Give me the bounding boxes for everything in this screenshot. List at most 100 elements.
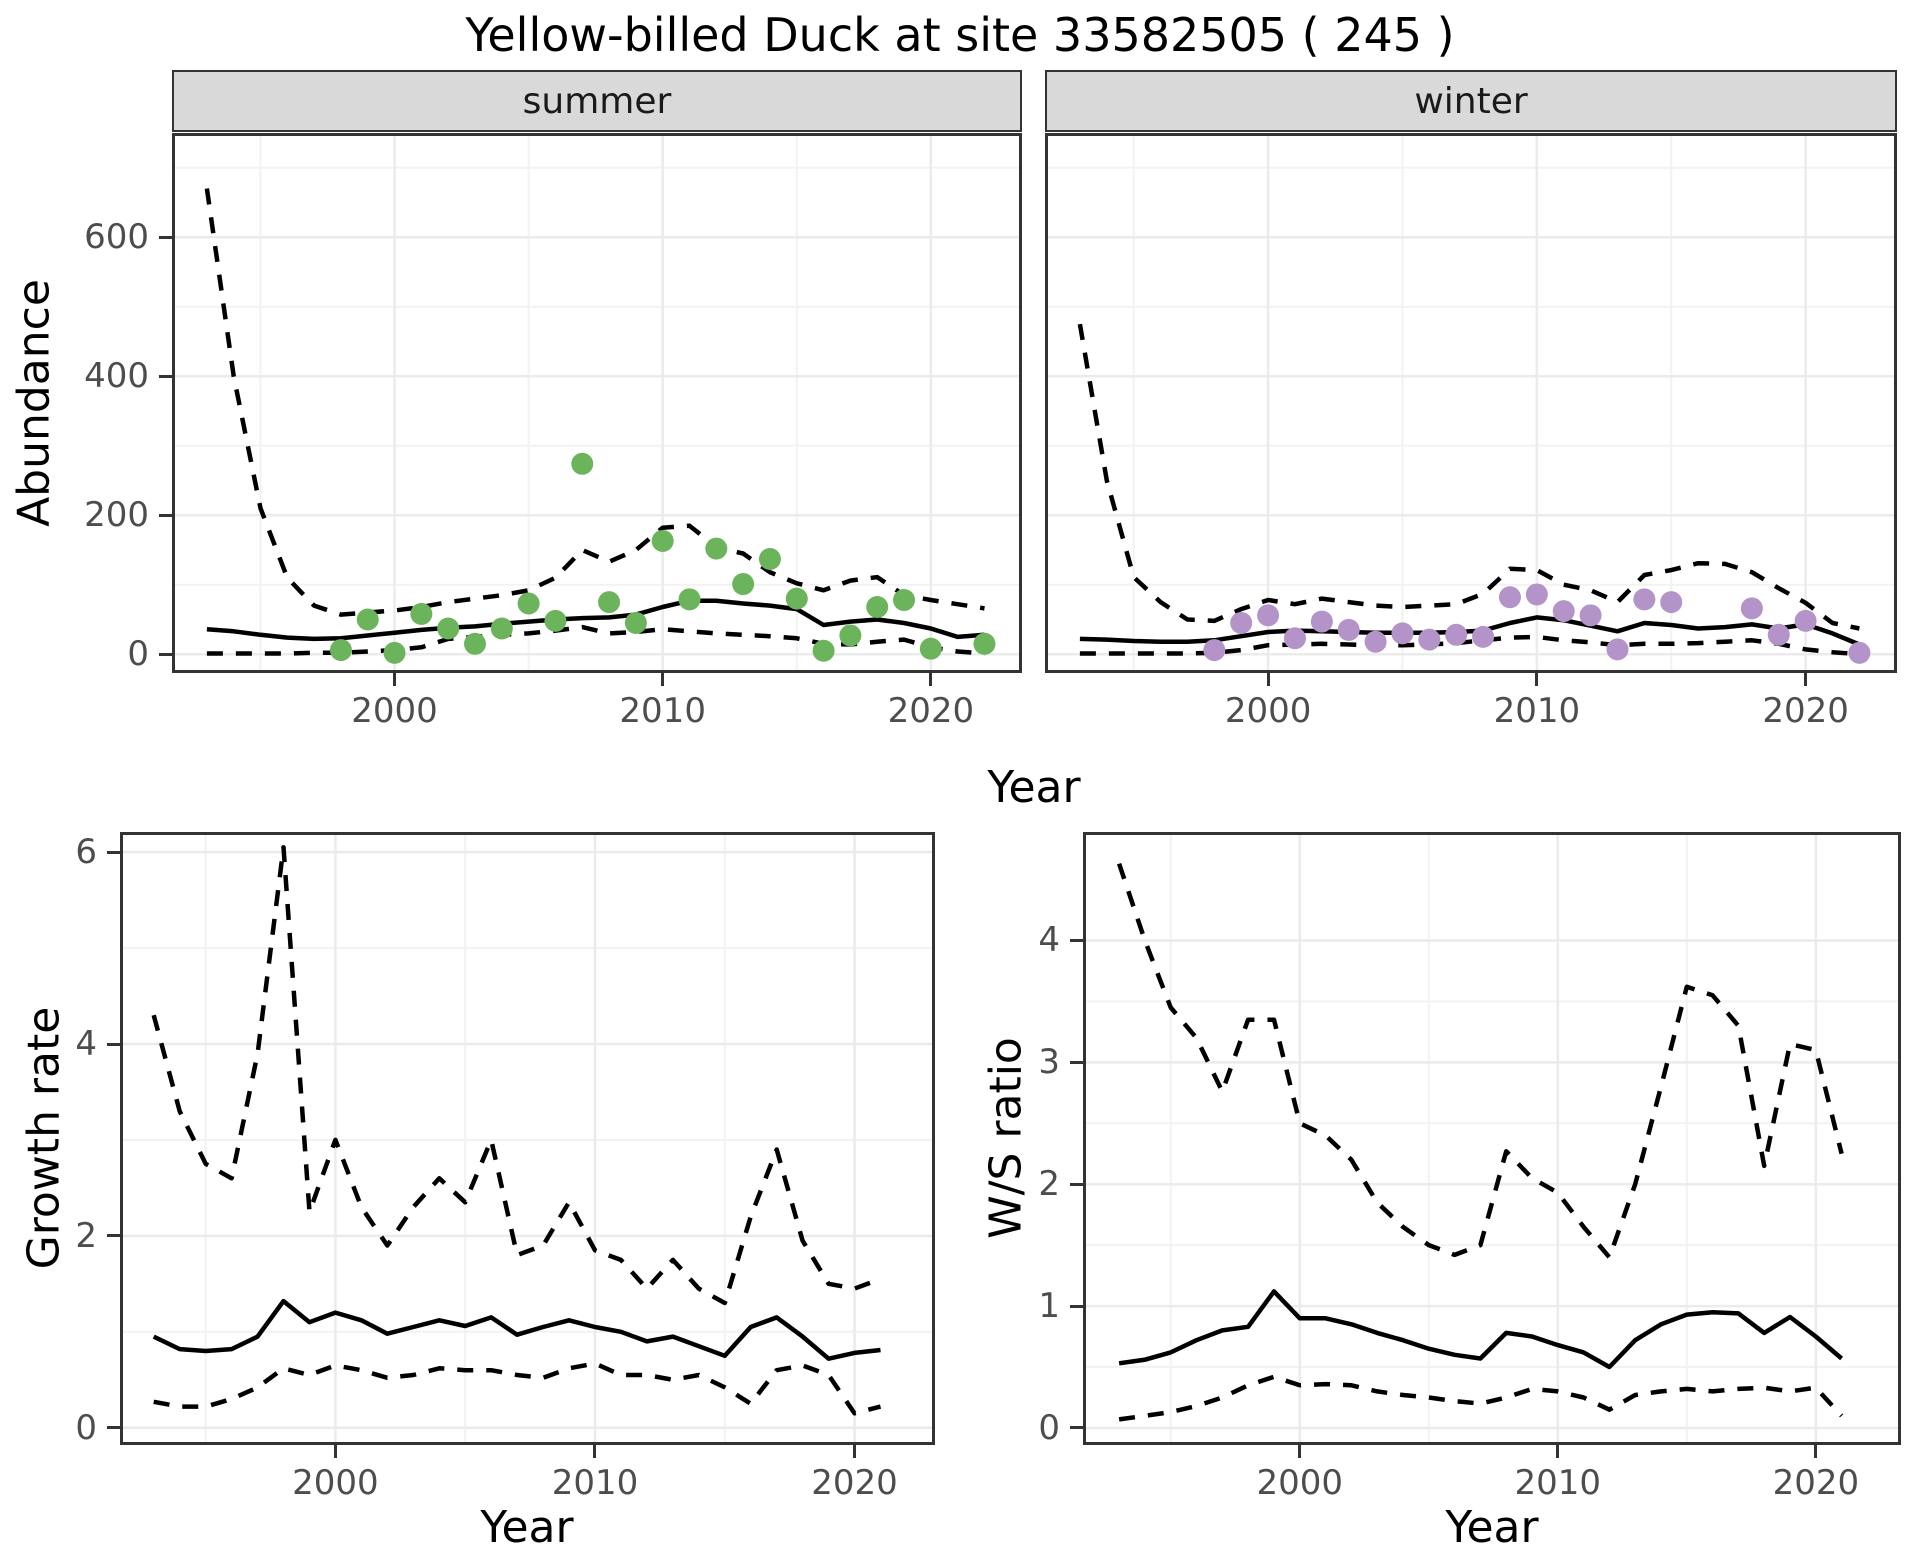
y-tick-mark <box>159 652 172 656</box>
observation-point <box>1579 604 1602 627</box>
observation-point <box>1767 623 1790 646</box>
x-tick-mark <box>1266 673 1270 686</box>
observation-point <box>1606 638 1629 661</box>
x-tick-mark <box>1556 1445 1560 1458</box>
observation-point <box>329 639 352 662</box>
observation-point <box>678 588 701 611</box>
x-tick-mark <box>853 1445 857 1458</box>
observation-point <box>463 632 486 655</box>
observation-point <box>1660 591 1683 614</box>
y-tick-mark <box>159 235 172 239</box>
y-tick-label: 6 <box>75 832 97 873</box>
observation-point <box>1552 600 1575 623</box>
y-tick-label: 0 <box>127 634 149 675</box>
facet-strip-winter: winter <box>1045 70 1897 132</box>
x-tick-mark <box>1535 673 1539 686</box>
x-tick-label: 2000 <box>351 691 438 731</box>
observation-point <box>1472 625 1495 648</box>
y-tick-mark <box>159 374 172 378</box>
observation-point <box>1418 628 1441 651</box>
fit-line <box>1118 1289 1844 1370</box>
observation-point <box>437 617 460 640</box>
y-tick-mark <box>1070 1060 1083 1064</box>
y-tick-mark <box>107 1426 120 1430</box>
observation-point <box>1230 611 1253 634</box>
observation-point <box>866 595 889 618</box>
facet-label-winter: winter <box>1414 80 1528 122</box>
observation-point <box>490 617 513 640</box>
x-tick-mark <box>1298 1445 1302 1458</box>
observation-point <box>1445 623 1468 646</box>
abundance-winter-panel <box>1045 133 1897 673</box>
y-tick-mark <box>107 1234 120 1238</box>
x-tick-mark <box>593 1445 597 1458</box>
observation-point <box>1364 630 1387 653</box>
upper-ci-line <box>151 845 882 1306</box>
observation-point <box>1525 583 1548 606</box>
observation-point <box>544 609 567 632</box>
y-tick-label: 2 <box>1038 1164 1060 1205</box>
x-tick-label: 2010 <box>1514 1463 1602 1503</box>
fit-line <box>152 1298 881 1361</box>
lower-ci-line <box>1118 1374 1844 1422</box>
y-tick-label: 0 <box>1038 1407 1060 1448</box>
x-tick-label: 2020 <box>1762 691 1849 731</box>
observation-point <box>517 592 540 615</box>
y-tick-label: 2 <box>75 1215 97 1256</box>
lower-ci-line <box>153 1361 882 1416</box>
y-tick-label: 1 <box>1038 1286 1060 1327</box>
fit-line <box>206 598 985 642</box>
x-tick-mark <box>1804 673 1808 686</box>
observation-point <box>1794 609 1817 632</box>
x-tick-mark <box>333 1445 337 1458</box>
upper-ci-line <box>204 188 985 617</box>
observation-point <box>383 641 406 664</box>
y-tick-label: 0 <box>75 1407 97 1448</box>
growth-year-axis-title: Year <box>480 1502 574 1553</box>
observation-point <box>1848 641 1871 664</box>
abundance-axis-title: Abundance <box>8 279 60 527</box>
ws-ratio-panel <box>1083 832 1901 1445</box>
observation-point <box>1391 622 1414 645</box>
observation-point <box>705 537 728 560</box>
y-tick-mark <box>1070 938 1083 942</box>
upper-ci-line <box>1077 323 1860 631</box>
upper-ci-line <box>1116 862 1844 1260</box>
x-tick-label: 2020 <box>811 1463 898 1503</box>
x-tick-label: 2000 <box>1224 691 1312 731</box>
observation-point <box>1740 597 1763 620</box>
observation-point <box>1633 588 1656 611</box>
observation-point <box>651 529 674 552</box>
observation-point <box>973 632 996 655</box>
top-year-axis-title: Year <box>987 762 1081 813</box>
y-tick-mark <box>1070 1304 1083 1308</box>
y-tick-label: 4 <box>1038 920 1060 961</box>
x-tick-label: 2020 <box>1772 1463 1860 1503</box>
y-tick-label: 200 <box>84 495 149 536</box>
x-tick-label: 2010 <box>551 1463 639 1503</box>
observation-point <box>758 548 781 571</box>
observation-point <box>356 608 379 631</box>
panel-border <box>1083 832 1901 1445</box>
observation-point <box>1257 604 1280 627</box>
x-tick-mark <box>661 673 665 686</box>
observation-point <box>1310 610 1333 633</box>
facet-label-summer: summer <box>522 80 672 122</box>
y-tick-mark <box>107 1042 120 1046</box>
observation-point <box>598 591 621 614</box>
panel-border <box>172 133 1022 673</box>
observation-point <box>410 602 433 625</box>
x-tick-label: 2010 <box>619 691 706 731</box>
facet-strip-summer: summer <box>172 70 1022 132</box>
y-tick-mark <box>159 513 172 517</box>
observation-point <box>1283 627 1306 650</box>
panel-border <box>120 832 935 1445</box>
x-tick-label: 2000 <box>1256 1463 1344 1503</box>
observation-point <box>919 637 942 660</box>
y-tick-mark <box>107 850 120 854</box>
x-tick-mark <box>1814 1445 1818 1458</box>
y-tick-label: 600 <box>84 217 149 258</box>
observation-point <box>839 624 862 647</box>
x-tick-mark <box>393 673 397 686</box>
